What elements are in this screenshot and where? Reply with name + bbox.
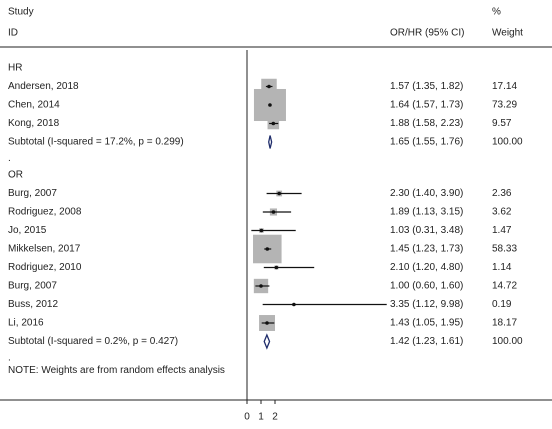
- point-estimate: [277, 191, 282, 196]
- point-estimate: [259, 284, 263, 288]
- study-name: Buss, 2012: [8, 299, 58, 310]
- header-estimate: OR/HR (95% CI): [390, 28, 464, 39]
- point-estimate: [268, 103, 272, 107]
- estimate-label: 3.35 (1.12, 9.98): [390, 299, 463, 310]
- subtotal-diamond: [263, 333, 271, 350]
- header-weight: Weight: [492, 28, 523, 39]
- x-tick-label: 1: [258, 412, 264, 423]
- subtotal-name: Subtotal (I-squared = 0.2%, p = 0.427): [8, 336, 178, 347]
- weight-label: 2.36: [492, 188, 512, 199]
- weight-label: 1.14: [492, 262, 512, 273]
- study-name: Li, 2016: [8, 318, 44, 329]
- estimate-label: 1.03 (0.31, 3.48): [390, 225, 463, 236]
- estimate-label: 2.30 (1.40, 3.90): [390, 188, 463, 199]
- study-name: Chen, 2014: [8, 100, 60, 111]
- weight-label: 1.47: [492, 225, 512, 236]
- weight-label: 9.57: [492, 118, 512, 129]
- weight-label: 3.62: [492, 207, 512, 218]
- study-name: Mikkelsen, 2017: [8, 244, 81, 255]
- study-name: Rodriguez, 2008: [8, 207, 82, 218]
- weight-label: 100.00: [492, 137, 523, 148]
- group-label: OR: [8, 170, 23, 181]
- x-tick-label: 0: [244, 412, 250, 423]
- estimate-label: 1.89 (1.13, 3.15): [390, 207, 463, 218]
- estimate-label: 2.10 (1.20, 4.80): [390, 262, 463, 273]
- group-label: HR: [8, 63, 22, 74]
- weight-label: 17.14: [492, 81, 517, 92]
- study-name: Burg, 2007: [8, 188, 57, 199]
- study-name: Andersen, 2018: [8, 81, 79, 92]
- estimate-label: 1.45 (1.23, 1.73): [390, 244, 463, 255]
- subtotal-diamond: [268, 135, 273, 149]
- point-estimate: [274, 265, 279, 270]
- point-estimate: [265, 321, 269, 325]
- point-estimate: [259, 228, 264, 233]
- point-estimate: [292, 302, 296, 307]
- estimate-label: 1.43 (1.05, 1.95): [390, 318, 463, 329]
- weight-label: 58.33: [492, 244, 517, 255]
- estimate-label: 1.88 (1.58, 2.23): [390, 118, 463, 129]
- study-name: Jo, 2015: [8, 225, 47, 236]
- point-estimate: [271, 121, 276, 126]
- x-tick-label: 2: [272, 412, 278, 423]
- estimate-label: 1.42 (1.23, 1.61): [390, 336, 463, 347]
- study-name: Burg, 2007: [8, 281, 57, 292]
- header-percent: %: [492, 7, 501, 18]
- separator: .: [8, 153, 11, 164]
- estimate-label: 1.00 (0.60, 1.60): [390, 281, 463, 292]
- point-estimate: [271, 210, 276, 214]
- estimate-label: 1.65 (1.55, 1.76): [390, 137, 463, 148]
- weight-label: 18.17: [492, 318, 517, 329]
- point-estimate: [265, 247, 270, 251]
- estimate-label: 1.57 (1.35, 1.82): [390, 81, 463, 92]
- subtotal-name: Subtotal (I-squared = 17.2%, p = 0.299): [8, 137, 184, 148]
- note: NOTE: Weights are from random effects an…: [8, 365, 225, 376]
- separator: .: [8, 353, 11, 364]
- header-study: Study: [8, 7, 34, 18]
- point-estimate: [267, 84, 271, 89]
- weight-label: 14.72: [492, 281, 517, 292]
- study-name: Rodriguez, 2010: [8, 262, 82, 273]
- weight-label: 73.29: [492, 100, 517, 111]
- estimate-label: 1.64 (1.57, 1.73): [390, 100, 463, 111]
- weight-label: 0.19: [492, 299, 512, 310]
- weight-label: 100.00: [492, 336, 523, 347]
- study-name: Kong, 2018: [8, 118, 60, 129]
- header-id: ID: [8, 28, 18, 39]
